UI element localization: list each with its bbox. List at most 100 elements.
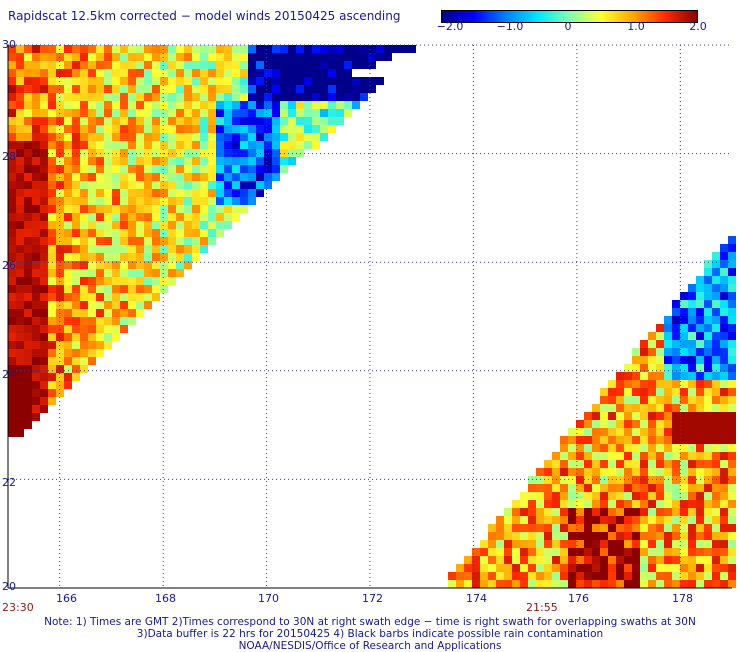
wind-cell (16, 173, 24, 181)
wind-cell (224, 189, 232, 197)
wind-cell (696, 548, 704, 556)
wind-cell (72, 245, 80, 253)
wind-cell (128, 205, 136, 213)
lat-label-20: 20 (2, 580, 16, 593)
wind-cell (728, 364, 736, 372)
wind-cell (104, 213, 112, 221)
wind-cell (64, 317, 72, 325)
wind-cell (232, 125, 240, 133)
wind-cell (104, 157, 112, 165)
wind-cell (600, 524, 608, 532)
wind-cell (8, 229, 16, 237)
wind-cell (200, 237, 208, 245)
wind-cell (168, 277, 176, 285)
wind-cell (568, 564, 576, 572)
wind-cell (240, 85, 248, 93)
wind-cell (64, 197, 72, 205)
wind-cell (568, 484, 576, 492)
wind-cell (688, 300, 696, 308)
wind-cell (728, 420, 736, 428)
wind-cell (496, 572, 504, 580)
wind-cell (272, 117, 280, 125)
wind-cell (40, 357, 48, 365)
wind-cell (640, 428, 648, 436)
wind-cell (224, 109, 232, 117)
wind-cell (280, 141, 288, 149)
wind-cell (712, 436, 720, 444)
wind-cell (248, 69, 256, 77)
wind-cell (552, 484, 560, 492)
wind-cell (688, 436, 696, 444)
wind-cell (72, 285, 80, 293)
wind-cell (144, 293, 152, 301)
wind-cell (72, 301, 80, 309)
wind-cell (40, 125, 48, 133)
wind-cell (592, 476, 600, 484)
wind-cell (64, 69, 72, 77)
wind-cell (40, 109, 48, 117)
wind-cell (488, 564, 496, 572)
wind-cell (128, 285, 136, 293)
wind-cell (80, 109, 88, 117)
wind-cell (704, 548, 712, 556)
wind-cell (176, 261, 184, 269)
wind-cell (88, 77, 96, 85)
wind-cell (240, 197, 248, 205)
wind-cell (488, 532, 496, 540)
wind-cell (144, 229, 152, 237)
wind-cell (336, 53, 344, 61)
wind-cell (640, 340, 648, 348)
wind-cell (680, 572, 688, 580)
wind-cell (656, 348, 664, 356)
wind-cell (552, 564, 560, 572)
wind-cell (712, 444, 720, 452)
wind-cell (680, 460, 688, 468)
wind-cell (488, 540, 496, 548)
wind-cell (240, 189, 248, 197)
wind-cell (32, 277, 40, 285)
wind-cell (48, 101, 56, 109)
wind-cell (152, 85, 160, 93)
wind-cell (16, 149, 24, 157)
wind-cell (256, 149, 264, 157)
wind-cell (680, 396, 688, 404)
wind-cell (136, 277, 144, 285)
wind-cell (8, 429, 16, 437)
wind-cell (40, 325, 48, 333)
wind-cell (488, 556, 496, 564)
wind-cell (720, 444, 728, 452)
wind-cell (680, 388, 688, 396)
wind-cell (128, 157, 136, 165)
wind-cell (120, 45, 128, 53)
wind-cell (472, 548, 480, 556)
wind-cell (144, 141, 152, 149)
wind-cell (16, 125, 24, 133)
wind-cell (248, 77, 256, 85)
wind-cell (528, 556, 536, 564)
wind-cell (192, 245, 200, 253)
wind-cell (64, 349, 72, 357)
wind-cell (512, 508, 520, 516)
wind-cell (568, 524, 576, 532)
wind-cell (208, 133, 216, 141)
wind-cell (104, 109, 112, 117)
wind-cell (504, 540, 512, 548)
wind-cell (608, 436, 616, 444)
wind-cell (8, 405, 16, 413)
wind-cell (656, 492, 664, 500)
wind-cell (128, 53, 136, 61)
wind-cell (624, 364, 632, 372)
wind-cell (184, 45, 192, 53)
wind-cell (712, 452, 720, 460)
wind-cell (32, 293, 40, 301)
wind-cell (32, 197, 40, 205)
wind-cell (248, 189, 256, 197)
wind-cell (176, 109, 184, 117)
wind-cell (720, 580, 728, 588)
wind-cell (640, 348, 648, 356)
wind-cell (8, 133, 16, 141)
wind-cell (704, 300, 712, 308)
wind-cell (96, 237, 104, 245)
wind-cell (608, 444, 616, 452)
wind-cell (8, 165, 16, 173)
